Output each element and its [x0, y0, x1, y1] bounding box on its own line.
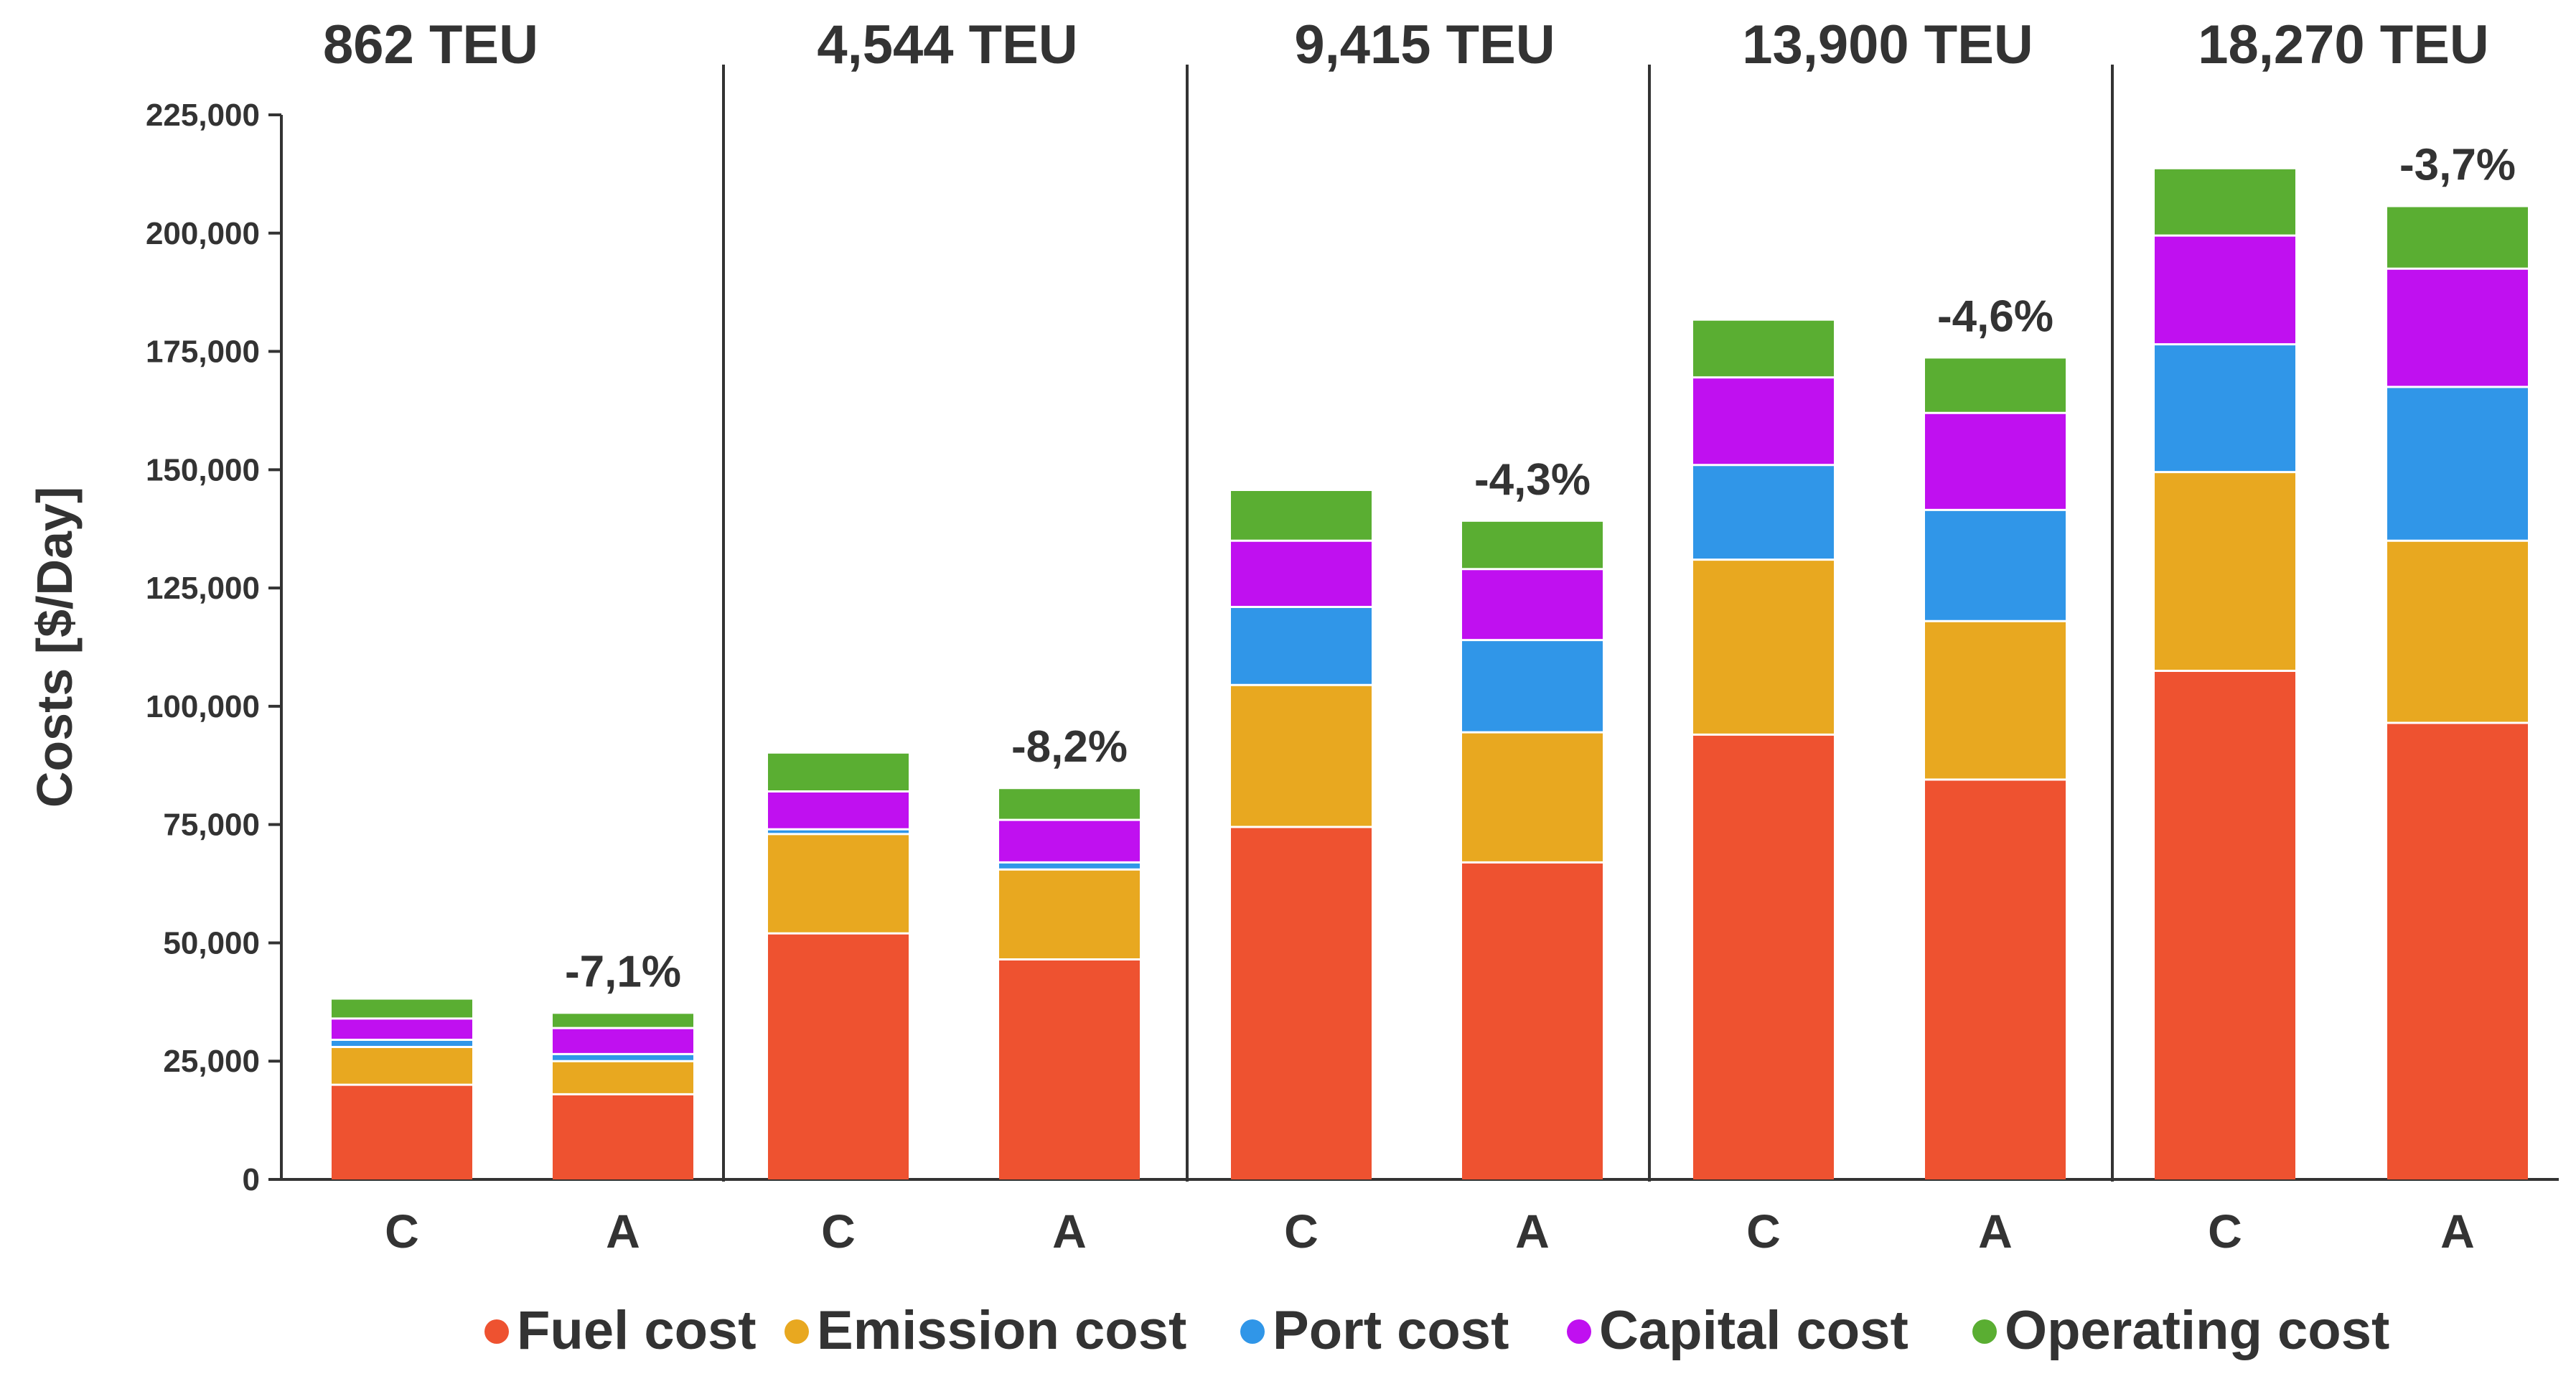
y-tick-label: 200,000 [146, 216, 260, 251]
bars-layer [332, 169, 2528, 1179]
bar-segment-capital-cost [2155, 235, 2295, 345]
bar-segment-port-cost [1925, 510, 2066, 622]
bar-segment-fuel-cost [1462, 862, 1603, 1179]
bar-segment-emission-cost [332, 1047, 472, 1085]
bar-segment-capital-cost [1925, 413, 2066, 510]
bar-segment-fuel-cost [1925, 780, 2066, 1179]
x-category-label: A [1052, 1205, 1087, 1258]
legend-dot-emission-cost [784, 1319, 809, 1344]
x-category-label: C [2208, 1205, 2242, 1258]
change-percent-label: -4,6% [1937, 291, 2053, 341]
bar-segment-port-cost [2387, 386, 2528, 541]
bar-segment-operating-cost [2155, 169, 2295, 236]
labels-layer: 0 25,000 50,000 75,000 100,000 125,000 150,000… [27, 14, 2516, 1258]
bar-segment-port-cost [553, 1054, 693, 1062]
x-category-label: C [385, 1205, 419, 1258]
bar-segment-operating-cost [1925, 358, 2066, 413]
bar-segment-operating-cost [332, 999, 472, 1019]
bar-segment-emission-cost [999, 869, 1140, 960]
bar-segment-port-cost [2155, 344, 2295, 472]
x-category-label: A [1515, 1205, 1550, 1258]
bar-segment-emission-cost [1925, 621, 2066, 780]
legend-label: Emission cost [817, 1300, 1186, 1361]
x-category-label: C [1284, 1205, 1319, 1258]
change-percent-label: -8,2% [1011, 722, 1128, 772]
bar-segment-port-cost [332, 1039, 472, 1047]
bar-segment-operating-cost [1462, 521, 1603, 569]
legend-label: Port cost [1273, 1300, 1509, 1361]
bar-segment-capital-cost [332, 1018, 472, 1040]
y-tick-label: 175,000 [146, 335, 260, 370]
bar-segment-operating-cost [768, 753, 909, 792]
group-title: 13,900 TEU [1742, 14, 2033, 75]
bar-segment-capital-cost [1462, 569, 1603, 640]
bar-segment-capital-cost [999, 820, 1140, 863]
bar-segment-operating-cost [553, 1014, 693, 1029]
bar-segment-fuel-cost [2155, 670, 2295, 1179]
bar-segment-emission-cost [768, 833, 909, 934]
y-tick-label: 125,000 [146, 571, 260, 606]
y-tick-label: 75,000 [163, 808, 260, 843]
x-category-label: C [821, 1205, 856, 1258]
bar-segment-capital-cost [768, 791, 909, 830]
legend-dot-operating-cost [1972, 1319, 1997, 1344]
y-axis-title: Costs [$/Day] [27, 487, 83, 808]
legend-label: Fuel cost [517, 1300, 757, 1361]
x-category-label: C [1746, 1205, 1781, 1258]
group-title: 4,544 TEU [817, 14, 1077, 75]
bar-segment-emission-cost [1693, 559, 1834, 735]
bar-segment-port-cost [1693, 464, 1834, 560]
x-category-label: A [606, 1205, 640, 1258]
legend-dot-port-cost [1240, 1319, 1265, 1344]
change-percent-label: -3,7% [2399, 141, 2516, 190]
bar-segment-emission-cost [2155, 472, 2295, 671]
bar-segment-port-cost [999, 862, 1140, 870]
bar-segment-capital-cost [2387, 268, 2528, 387]
bar-segment-capital-cost [553, 1028, 693, 1055]
bar-segment-emission-cost [2387, 541, 2528, 723]
legend: Fuel cost Emission cost Port cost Capital c… [484, 1300, 2389, 1361]
y-tick-label: 225,000 [146, 98, 260, 133]
bar-segment-fuel-cost [999, 959, 1140, 1179]
legend-dot-fuel-cost [484, 1319, 509, 1344]
bar-segment-port-cost [1462, 640, 1603, 733]
legend-dot-capital-cost [1567, 1319, 1591, 1344]
bar-segment-port-cost [768, 829, 909, 834]
bar-segment-fuel-cost [1231, 826, 1372, 1179]
bar-segment-emission-cost [1462, 732, 1603, 863]
bar-segment-capital-cost [1693, 377, 1834, 465]
y-tick-label: 0 [243, 1162, 260, 1197]
bar-segment-fuel-cost [332, 1085, 472, 1179]
group-title: 9,415 TEU [1294, 14, 1555, 75]
legend-label: Capital cost [1599, 1300, 1908, 1361]
y-tick-label: 50,000 [163, 925, 260, 960]
y-tick-label: 25,000 [163, 1044, 260, 1079]
bar-segment-emission-cost [553, 1061, 693, 1095]
bar-segment-operating-cost [999, 789, 1140, 820]
group-title: 18,270 TEU [2198, 14, 2489, 75]
group-title: 862 TEU [323, 14, 538, 75]
legend-label: Operating cost [2005, 1300, 2389, 1361]
bar-segment-operating-cost [1231, 490, 1372, 541]
bar-segment-operating-cost [2387, 207, 2528, 269]
x-category-label: A [1978, 1205, 2013, 1258]
y-tick-label: 150,000 [146, 452, 260, 487]
y-tick-label: 100,000 [146, 689, 260, 724]
x-category-label: A [2440, 1205, 2475, 1258]
bar-segment-operating-cost [1693, 320, 1834, 378]
bar-segment-fuel-cost [553, 1094, 693, 1179]
bar-segment-fuel-cost [768, 933, 909, 1179]
change-percent-label: -4,3% [1474, 455, 1591, 505]
bar-segment-port-cost [1231, 607, 1372, 686]
bar-segment-fuel-cost [2387, 722, 2528, 1179]
bar-segment-capital-cost [1231, 541, 1372, 607]
change-percent-label: -7,1% [565, 947, 681, 996]
bar-segment-fuel-cost [1693, 734, 1834, 1179]
bar-segment-emission-cost [1231, 685, 1372, 827]
